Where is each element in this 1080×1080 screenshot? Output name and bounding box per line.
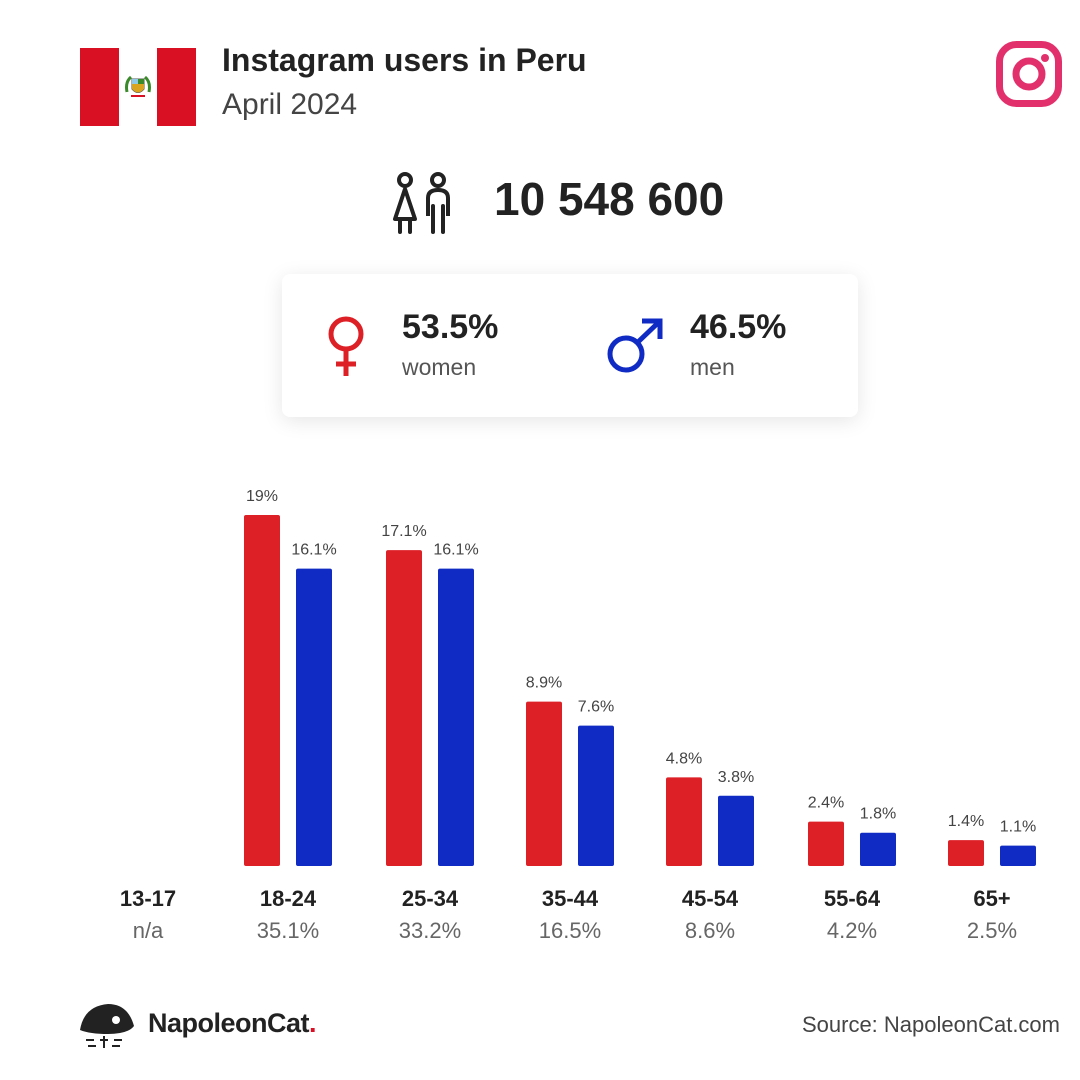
category-total-18-24: 35.1% <box>257 918 319 943</box>
data-label-men-65+: 1.1% <box>1000 819 1036 836</box>
category-label-65+: 65+ <box>973 886 1010 911</box>
women-label: women <box>402 354 477 380</box>
brand-name: NapoleonCat. <box>148 1008 317 1039</box>
napoleoncat-logo-icon <box>80 1004 134 1048</box>
instagram-icon <box>996 41 1062 107</box>
data-label-men-45-54: 3.8% <box>718 769 754 786</box>
category-total-13-17: n/a <box>133 918 164 943</box>
data-label-men-18-24: 16.1% <box>291 542 336 559</box>
bar-men-25-34 <box>438 568 474 866</box>
bar-women-18-24 <box>244 515 280 866</box>
data-label-women-18-24: 19% <box>246 488 278 505</box>
category-total-45-54: 8.6% <box>685 918 735 943</box>
category-total-35-44: 16.5% <box>539 918 601 943</box>
bar-women-65+ <box>948 840 984 866</box>
data-label-women-65+: 1.4% <box>948 813 984 830</box>
total-users-value: 10 548 600 <box>494 173 725 225</box>
page-subtitle: April 2024 <box>222 88 358 121</box>
bar-men-45-54 <box>718 795 754 866</box>
category-label-25-34: 25-34 <box>402 886 459 911</box>
men-percent: 46.5% <box>690 308 787 346</box>
source-text: Source: NapoleonCat.com <box>801 1012 1060 1037</box>
data-label-men-55-64: 1.8% <box>860 806 896 823</box>
users-icon <box>393 172 450 234</box>
age-gender-bar-chart: 13-17 n/a 19% 16.1% 18-24 35.1% 17.1% 16.1% 25-3… <box>120 488 1036 943</box>
category-label-45-54: 45-54 <box>682 886 739 911</box>
bar-women-45-54 <box>666 777 702 866</box>
category-total-65+: 2.5% <box>967 918 1017 943</box>
data-label-women-55-64: 2.4% <box>808 795 844 812</box>
brand-text: NapoleonCat <box>148 1008 310 1038</box>
category-label-13-17: 13-17 <box>120 886 176 911</box>
brand-dot: . <box>309 1008 317 1038</box>
data-label-men-35-44: 7.6% <box>578 699 614 716</box>
coat-of-arms-icon <box>125 75 151 97</box>
female-symbol-icon <box>328 316 364 376</box>
page-title: Instagram users in Peru <box>222 42 587 78</box>
category-total-55-64: 4.2% <box>827 918 877 943</box>
data-label-men-25-34: 16.1% <box>433 542 478 559</box>
bar-women-25-34 <box>386 550 422 866</box>
category-total-25-34: 33.2% <box>399 918 461 943</box>
peru-flag-icon <box>80 48 197 126</box>
gender-split-card: 53.5% women 46.5% men <box>282 274 858 417</box>
category-label-55-64: 55-64 <box>824 886 881 911</box>
data-label-women-25-34: 17.1% <box>381 523 426 540</box>
data-label-women-35-44: 8.9% <box>526 675 562 692</box>
bar-women-35-44 <box>526 701 562 866</box>
bar-men-18-24 <box>296 568 332 866</box>
data-label-women-45-54: 4.8% <box>666 750 702 767</box>
men-label: men <box>690 354 735 380</box>
category-label-18-24: 18-24 <box>260 886 317 911</box>
bar-women-55-64 <box>808 821 844 866</box>
male-symbol-icon <box>607 318 663 373</box>
women-percent: 53.5% <box>402 308 499 346</box>
bar-men-55-64 <box>860 832 896 866</box>
bar-men-65+ <box>1000 845 1036 866</box>
category-label-35-44: 35-44 <box>542 886 599 911</box>
bar-men-35-44 <box>578 725 614 866</box>
